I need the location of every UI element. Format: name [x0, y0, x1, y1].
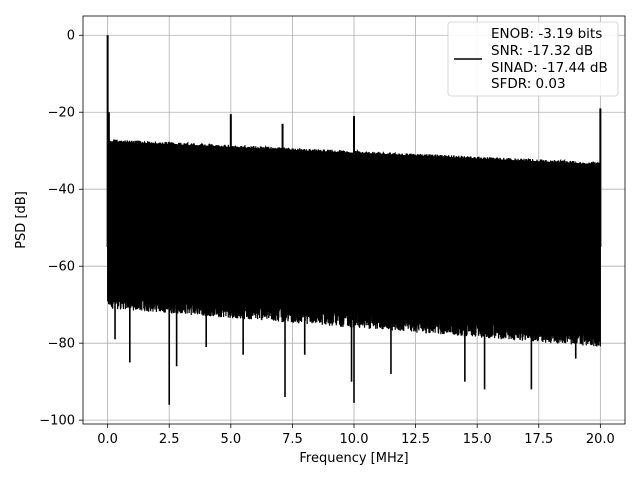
- x-tick-label: 0.0: [97, 432, 118, 447]
- x-tick-label: 20.0: [586, 432, 615, 447]
- y-tick-label: 0: [67, 29, 75, 44]
- legend-box: [447, 21, 619, 97]
- y-tick-label: −80: [48, 337, 75, 352]
- x-tick-label: 7.5: [282, 432, 303, 447]
- y-axis-title: PSD [dB]: [14, 191, 29, 249]
- y-tick-label: −40: [48, 183, 75, 198]
- y-axis: 0 −20 −40 −60 −80 −100: [39, 29, 83, 429]
- legend: ENOB: -3.19 bits SNR: -17.32 dB SINAD: -…: [447, 21, 619, 97]
- x-tick-label: 2.5: [159, 432, 180, 447]
- x-tick-label: 5.0: [220, 432, 241, 447]
- x-tick-label: 10.0: [340, 432, 369, 447]
- x-tick-label: 12.5: [401, 432, 430, 447]
- x-tick-label: 15.0: [463, 432, 492, 447]
- legend-entry-sfdr: SFDR: 0.03: [491, 76, 566, 92]
- y-tick-label: −20: [48, 106, 75, 121]
- y-tick-label: −60: [48, 260, 75, 275]
- x-axis: 0.0 2.5 5.0 7.5 10.0 12.5 15.0 17.5 20.0: [97, 424, 615, 447]
- legend-entry-snr: SNR: -17.32 dB: [491, 43, 593, 59]
- x-tick-label: 17.5: [524, 432, 553, 447]
- legend-entry-enob: ENOB: -3.19 bits: [491, 26, 602, 42]
- y-tick-label: −100: [39, 414, 75, 429]
- x-axis-title: Frequency [MHz]: [299, 451, 408, 466]
- plot-area: [106, 35, 602, 405]
- legend-entry-sinad: SINAD: -17.44 dB: [491, 60, 608, 76]
